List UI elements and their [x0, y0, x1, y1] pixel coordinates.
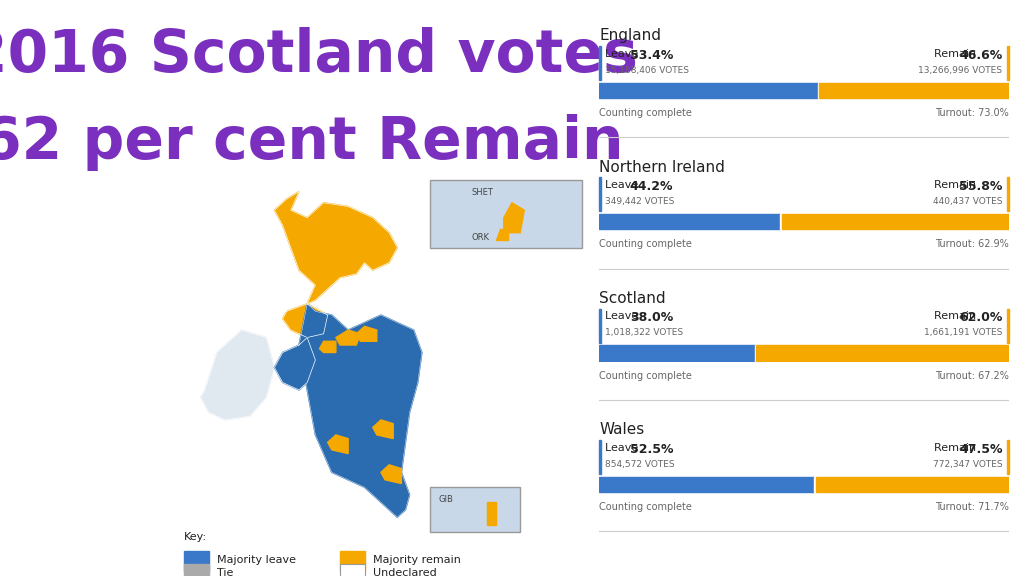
Text: Leave: Leave	[605, 48, 642, 59]
Polygon shape	[336, 330, 360, 345]
Bar	[1007, 177, 1009, 211]
Text: 854,572 VOTES: 854,572 VOTES	[605, 460, 675, 469]
Text: Leave: Leave	[605, 442, 642, 453]
Polygon shape	[356, 326, 377, 341]
Bar	[1007, 46, 1009, 80]
Bar	[757, 345, 1009, 361]
Text: 1,661,191 VOTES: 1,661,191 VOTES	[924, 328, 1002, 338]
Text: 62.0%: 62.0%	[959, 311, 1002, 324]
Text: 13,266,996 VOTES: 13,266,996 VOTES	[919, 66, 1002, 75]
Bar	[599, 214, 780, 229]
Bar	[599, 309, 601, 343]
Polygon shape	[274, 338, 315, 390]
Text: Wales: Wales	[599, 422, 644, 437]
Text: 772,347 VOTES: 772,347 VOTES	[933, 460, 1002, 469]
Bar	[184, 564, 209, 576]
Text: GIB: GIB	[438, 495, 454, 504]
Polygon shape	[319, 341, 336, 353]
Bar	[599, 177, 601, 211]
Bar	[184, 551, 209, 571]
Bar	[814, 476, 816, 492]
Text: Counting complete: Counting complete	[599, 370, 692, 381]
Polygon shape	[299, 304, 422, 517]
Bar	[430, 180, 582, 248]
Text: 2016 Scotland votes: 2016 Scotland votes	[0, 28, 638, 84]
Text: Remain: Remain	[934, 180, 980, 190]
Text: Remain: Remain	[934, 48, 980, 59]
Bar	[755, 345, 757, 361]
Text: ORK: ORK	[471, 233, 489, 242]
Text: Turnout: 62.9%: Turnout: 62.9%	[935, 239, 1009, 249]
Polygon shape	[283, 304, 328, 338]
Polygon shape	[373, 420, 393, 439]
Polygon shape	[201, 330, 274, 420]
Text: SHET: SHET	[471, 188, 493, 197]
Polygon shape	[496, 229, 508, 240]
Text: 47.5%: 47.5%	[959, 442, 1002, 456]
Bar	[816, 476, 1009, 492]
Text: Remain: Remain	[934, 311, 980, 321]
Bar	[430, 487, 520, 532]
Text: 38.0%: 38.0%	[630, 311, 673, 324]
Text: 53.4%: 53.4%	[630, 48, 673, 62]
Bar	[781, 214, 1009, 229]
Bar	[340, 551, 365, 571]
Text: Leave: Leave	[605, 180, 642, 190]
Text: Turnout: 71.7%: Turnout: 71.7%	[935, 502, 1009, 512]
Text: 349,442 VOTES: 349,442 VOTES	[605, 197, 675, 206]
Text: 15,188,406 VOTES: 15,188,406 VOTES	[605, 66, 689, 75]
Text: Majority remain: Majority remain	[373, 555, 461, 565]
Bar	[818, 82, 819, 98]
Text: Counting complete: Counting complete	[599, 239, 692, 249]
Bar	[599, 440, 601, 474]
Bar	[1007, 440, 1009, 474]
Bar	[599, 345, 755, 361]
Bar	[599, 476, 814, 492]
Text: 1,018,322 VOTES: 1,018,322 VOTES	[605, 328, 683, 338]
Bar	[599, 82, 818, 98]
Text: 44.2%: 44.2%	[630, 180, 673, 193]
Text: 52.5%: 52.5%	[630, 442, 673, 456]
Polygon shape	[381, 465, 401, 484]
Text: 55.8%: 55.8%	[959, 180, 1002, 193]
Text: Remain: Remain	[934, 442, 980, 453]
Bar	[599, 46, 601, 80]
Text: Turnout: 73.0%: Turnout: 73.0%	[935, 108, 1009, 118]
Text: Counting complete: Counting complete	[599, 502, 692, 512]
Text: Leave: Leave	[605, 311, 642, 321]
Text: Turnout: 67.2%: Turnout: 67.2%	[935, 370, 1009, 381]
Polygon shape	[328, 435, 348, 454]
Polygon shape	[274, 191, 397, 304]
Bar	[780, 214, 781, 229]
Text: Key:: Key:	[184, 532, 208, 542]
Text: England: England	[599, 28, 662, 43]
Text: Counting complete: Counting complete	[599, 108, 692, 118]
Text: Tie: Tie	[217, 568, 233, 576]
Bar	[819, 82, 1009, 98]
Text: Northern Ireland: Northern Ireland	[599, 160, 725, 175]
Bar	[1007, 309, 1009, 343]
Text: Majority leave: Majority leave	[217, 555, 296, 565]
Polygon shape	[487, 502, 496, 525]
Text: 440,437 VOTES: 440,437 VOTES	[933, 197, 1002, 206]
Bar	[340, 564, 365, 576]
Polygon shape	[504, 203, 524, 233]
Text: Scotland: Scotland	[599, 291, 666, 306]
Text: Undeclared: Undeclared	[373, 568, 436, 576]
Text: 46.6%: 46.6%	[959, 48, 1002, 62]
Text: 62 per cent Remain: 62 per cent Remain	[0, 114, 624, 171]
